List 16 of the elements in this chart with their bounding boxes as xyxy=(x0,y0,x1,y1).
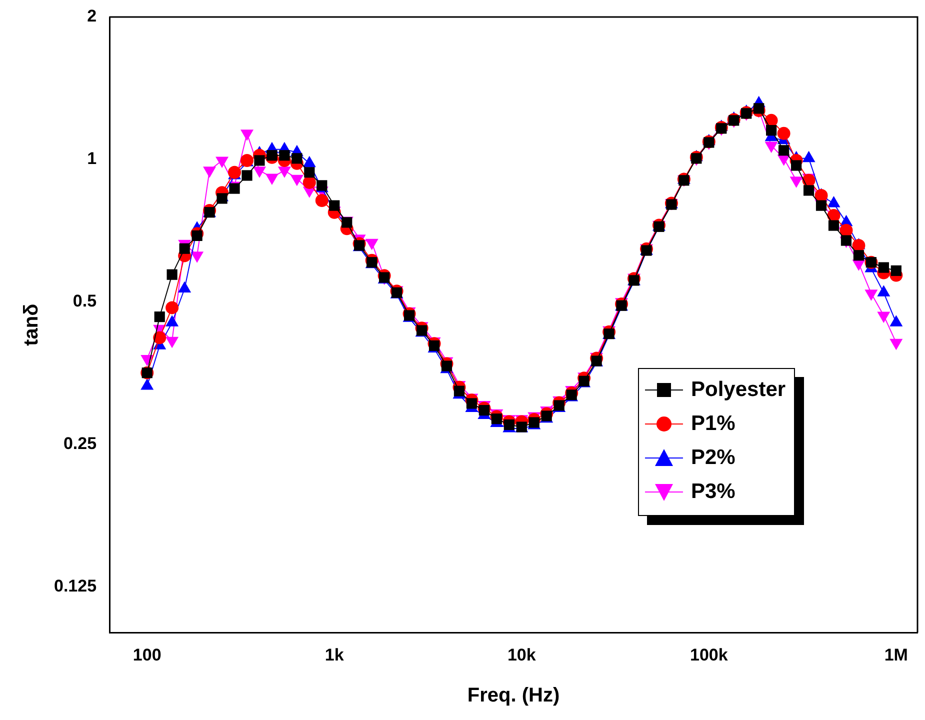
y-tick-label: 1 xyxy=(87,149,97,168)
legend-label: Polyester xyxy=(691,378,786,402)
x-tick-label: 1M xyxy=(884,645,908,664)
y-axis-title: tanδ xyxy=(20,304,43,346)
x-tick-label: 100k xyxy=(690,645,728,664)
y-tick-label: 0.5 xyxy=(72,292,97,311)
y-tick-label: 0.25 xyxy=(63,434,97,453)
x-axis-title: Freq. (Hz) xyxy=(467,684,560,707)
x-tick-label: 100 xyxy=(132,645,162,664)
y-tick-label: 0.125 xyxy=(54,576,97,596)
legend-label: P3% xyxy=(691,480,736,504)
y-tick-label: 2 xyxy=(87,6,97,26)
legend-label: P1% xyxy=(691,412,736,436)
x-tick-label: 10k xyxy=(507,645,536,664)
x-tick-label: 1k xyxy=(324,645,344,664)
legend-label: P2% xyxy=(691,446,736,470)
